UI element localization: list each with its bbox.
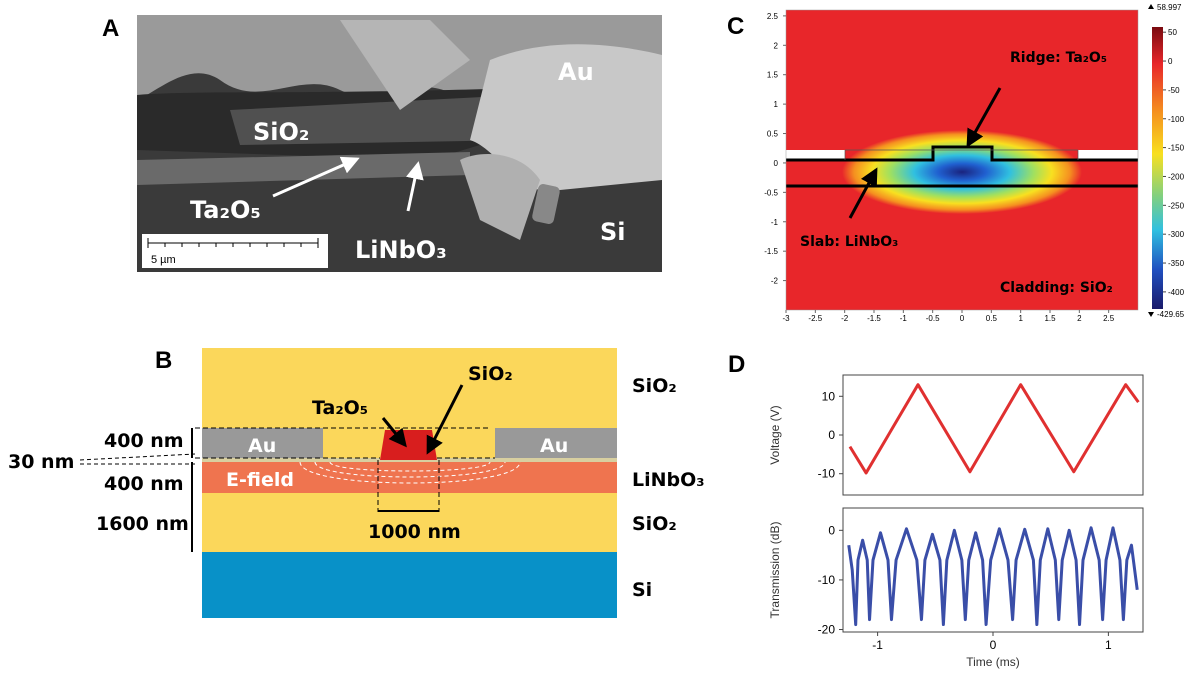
x-tick-label: -0.5 [926,314,940,323]
ridge-label: Ta₂O₅ [312,397,368,419]
dimension-label: 1600 nm [96,513,189,535]
sem-image [137,15,662,272]
y-tick-label: 10 [822,389,836,403]
y-tick-label: -10 [818,467,836,481]
sem-label: Ta₂O₅ [190,196,261,224]
panel-label: A [102,15,119,42]
electrode-label: Au [540,435,568,457]
annotation: Ridge: Ta₂O₅ [1010,50,1107,66]
y-tick-label: -1.5 [764,247,778,256]
y-tick-label: 2.5 [767,12,779,21]
y-tick-label: 1 [774,100,779,109]
x-tick-label: 1 [1105,638,1112,652]
annotation: Slab: LiNbO₃ [800,234,898,250]
x-axis-label: Time (ms) [966,655,1020,669]
electrode-label: Au [248,435,276,457]
x-tick-label: -2.5 [808,314,822,323]
colorbar-tick-label: 0 [1168,57,1173,66]
figure: A B C D 5 µm Au SiO₂ Ta₂O₅ LiNbO₃ Si SiO… [0,0,1184,673]
y-tick-label: 0 [774,159,779,168]
y-tick-label: 1.5 [767,71,779,80]
colorbar-tick-label: -150 [1168,144,1184,153]
x-tick-label: -1.5 [867,314,881,323]
y-axis-label: Transmission (dB) [768,522,782,619]
data-line [850,385,1138,473]
y-tick-label: 0.5 [767,130,779,139]
x-tick-label: -3 [782,314,790,323]
ridge-top-label: SiO₂ [468,363,513,385]
y-tick-label: -2 [771,277,779,286]
colorbar-tick-label: 50 [1168,28,1177,37]
x-tick-label: 1 [1018,314,1023,323]
panel-label: D [728,351,745,378]
x-tick-label: 2 [1077,314,1082,323]
colorbar-tick-label: -350 [1168,259,1184,268]
x-tick-label: 0 [960,314,965,323]
x-tick-label: -1 [872,638,883,652]
colorbar-tick-label: -250 [1168,201,1184,210]
colorbar-tick-label: -400 [1168,288,1184,297]
layer-label: SiO₂ [632,375,677,397]
dimension-label: 400 nm [104,473,184,495]
x-tick-label: -1 [900,314,908,323]
x-tick-label: 1.5 [1044,314,1056,323]
sem-label: Si [600,218,626,246]
x-tick-label: 0 [990,638,997,652]
y-tick-label: -20 [818,623,836,637]
sem-label: Au [558,58,594,86]
x-tick-label: 0.5 [986,314,998,323]
sem-label: LiNbO₃ [355,236,447,264]
data-line [849,528,1137,625]
x-tick-label: -2 [841,314,849,323]
colorbar-max: 58.997 [1157,3,1182,12]
colorbar-tick-label: -200 [1168,172,1184,181]
y-tick-label: -10 [818,573,836,587]
dimension-label: 1000 nm [368,521,461,543]
layer-label: SiO₂ [632,513,677,535]
colorbar-min: -429.65 [1157,310,1184,319]
x-tick-label: 2.5 [1103,314,1115,323]
layer-label: Si [632,579,652,601]
y-axis-label: Voltage (V) [768,405,782,464]
sem-label: SiO₂ [253,118,309,146]
scale-bar-label: 5 µm [151,254,176,266]
y-tick-label: 0 [828,428,835,442]
layer-label: LiNbO₃ [632,469,705,491]
colorbar-tick-label: -100 [1168,115,1184,124]
field-label: E-field [226,469,294,491]
annotation: Cladding: SiO₂ [1000,280,1113,296]
colorbar-tick-label: -300 [1168,230,1184,239]
colorbar-tick-label: -50 [1168,86,1180,95]
y-tick-label: -0.5 [764,188,778,197]
panel-label: C [727,13,744,40]
panel-label: B [155,347,172,374]
y-tick-label: -1 [771,218,779,227]
y-tick-label: 2 [774,41,779,50]
y-tick-label: 0 [828,523,835,537]
dimension-label: 30 nm [8,451,74,473]
dimension-label: 400 nm [104,430,184,452]
